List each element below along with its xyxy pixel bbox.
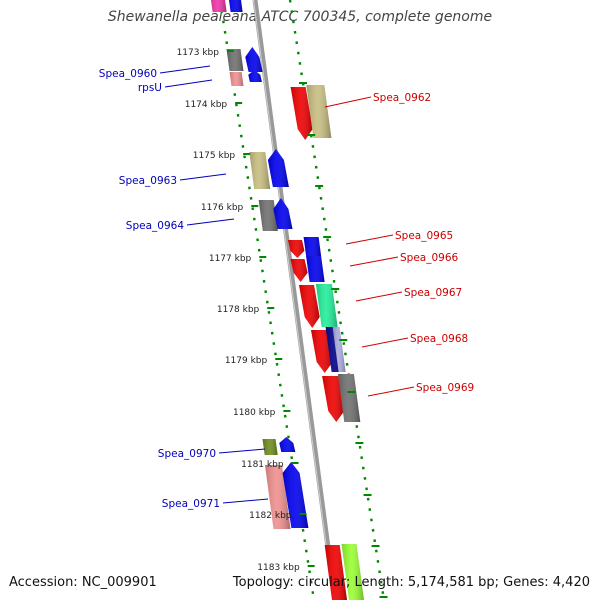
accession-text: Accession: NC_009901 <box>9 575 157 590</box>
gene-label-left: Spea_0963 <box>119 175 177 187</box>
gene-feature-shade-14 <box>290 259 308 282</box>
gene-feature-shade-16 <box>299 285 320 328</box>
gene-labels: Spea_0960 rpsU Spea_0963 Spea_0964 Spea_0970… <box>99 68 474 510</box>
gene-label-left: rpsU <box>138 82 162 94</box>
gene-label-right: Spea_0965 <box>395 230 453 242</box>
leader-line <box>345 234 394 245</box>
ruler-tick-label: 1173 kbp <box>177 48 220 58</box>
gene-feature-shade-9 <box>267 149 289 187</box>
gene-feature-shade-23 <box>262 439 278 455</box>
gene-feature-shade-1 <box>229 0 243 12</box>
gene-feature-shade-6 <box>290 87 313 140</box>
leader-line <box>367 386 415 397</box>
gene-feature-shade-28 <box>341 544 364 600</box>
backbone-layer <box>252 0 338 600</box>
gene-label-right: Spea_0969 <box>416 382 474 394</box>
label-leaders <box>159 65 415 504</box>
genome-backbone <box>252 0 338 600</box>
gene-feature-shade-2 <box>226 49 244 71</box>
gene-feature-shade-13 <box>303 237 322 256</box>
genome-backbone-highlight <box>253 0 334 600</box>
ruler-tick-label: 1183 kbp <box>257 563 300 573</box>
gene-feature-shade-22 <box>337 374 361 422</box>
leader-line <box>361 337 409 348</box>
gene-feature-shade-0 <box>211 0 227 12</box>
gene-label-left: Spea_0964 <box>126 220 185 232</box>
gene-track <box>211 0 364 600</box>
gene-label-right: Spea_0968 <box>410 333 468 345</box>
ruler-tick-label: 1174 kbp <box>185 100 228 110</box>
gene-feature-shade-17 <box>315 284 338 327</box>
ruler-tick-label: 1178 kbp <box>217 305 260 315</box>
ruler-tick-label: 1182 kbp <box>249 511 292 521</box>
gene-label-left: Spea_0971 <box>162 498 220 510</box>
gene-label-right: Spea_0966 <box>400 252 459 264</box>
ruler-tick-label: 1180 kbp <box>233 408 276 418</box>
topology-text: Topology: circular; Length: 5,174,581 bp… <box>232 575 590 590</box>
gene-feature-shade-5 <box>248 70 262 82</box>
leader-line <box>179 173 227 181</box>
gene-feature-shade-10 <box>258 200 278 231</box>
leader-line <box>159 65 211 74</box>
leader-line <box>218 448 266 454</box>
ruler-tick-label: 1179 kbp <box>225 356 268 366</box>
gene-feature-shade-11 <box>273 198 293 229</box>
genome-title: Shewanella pealeana ATCC 700345, complet… <box>107 9 493 25</box>
gene-feature-shade-15 <box>306 256 325 282</box>
gene-feature-shade-8 <box>249 152 271 189</box>
leader-line <box>222 498 269 504</box>
gene-feature-shade-26 <box>282 462 309 528</box>
gene-feature-shade-27 <box>324 545 347 600</box>
gene-feature-shade-21 <box>322 376 345 422</box>
leader-line <box>349 256 399 267</box>
leader-line <box>355 291 403 302</box>
leader-line <box>324 96 372 108</box>
ruler-tick-label: 1181 kbp <box>241 460 284 470</box>
gene-feature-shade-24 <box>279 437 296 452</box>
ruler-line-right <box>288 0 386 600</box>
leader-line <box>164 79 213 88</box>
gene-label-left: Spea_0960 <box>99 68 157 80</box>
ruler-tick-label: 1176 kbp <box>201 203 244 213</box>
gene-label-left: Spea_0970 <box>158 448 216 460</box>
gene-label-right: Spea_0962 <box>373 92 431 104</box>
gene-feature-shade-12 <box>288 240 305 258</box>
gene-feature-shade-4 <box>245 47 263 72</box>
ruler-tick-label: 1177 kbp <box>209 254 252 264</box>
leader-line <box>186 218 235 226</box>
gene-feature-shade-20 <box>332 327 346 372</box>
ruler-tick-labels: 1173 kbp 1174 kbp 1175 kbp 1176 kbp 1177 kbp… <box>177 48 388 598</box>
gene-feature-shade-7 <box>306 85 332 138</box>
gene-feature-shade-18 <box>311 330 333 373</box>
gene-label-right: Spea_0967 <box>404 287 462 299</box>
gene-feature-shade-3 <box>229 72 244 86</box>
ruler-tick-label: 1175 kbp <box>193 151 236 161</box>
